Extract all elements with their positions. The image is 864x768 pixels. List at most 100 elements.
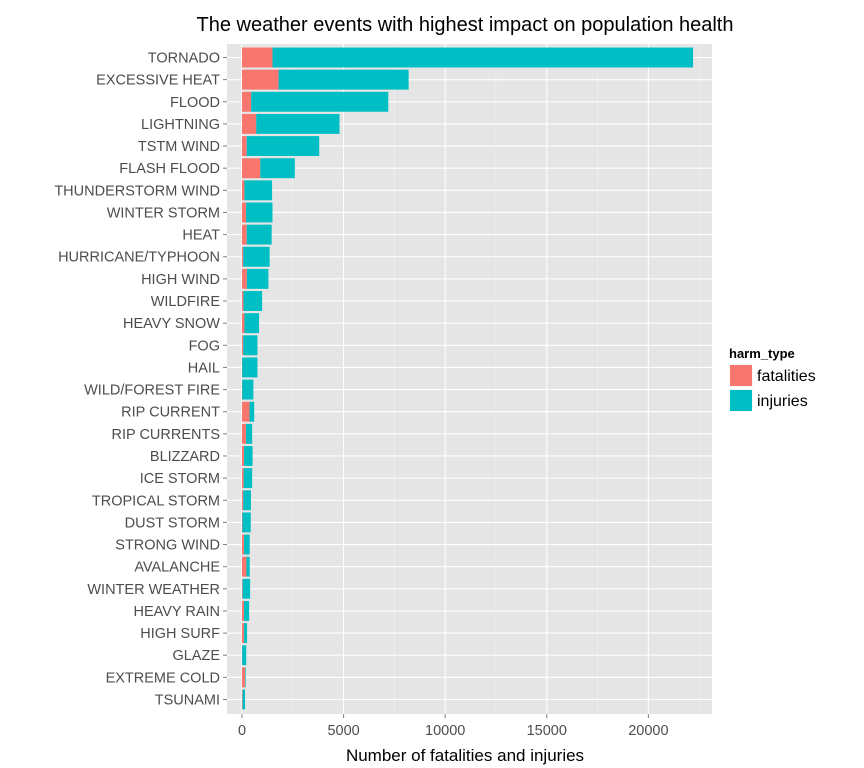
legend-label-fatalities: fatalities <box>757 368 816 385</box>
x-tick-label: 10000 <box>425 723 465 739</box>
y-tick-label: DUST STORM <box>125 515 220 531</box>
x-axis: 0 5000 10000 15000 20000 <box>238 714 669 739</box>
y-tick-label: HIGH WIND <box>141 272 220 288</box>
y-tick-label: RIP CURRENT <box>121 405 220 421</box>
y-tick-label: HEAVY RAIN <box>134 604 221 620</box>
bar-fatalities <box>242 224 247 245</box>
bar-injuries <box>244 313 260 334</box>
bar-fatalities <box>242 468 244 489</box>
y-tick-label: THUNDERSTORM WIND <box>54 183 220 199</box>
y-tick-label: FLASH FLOOD <box>119 161 220 177</box>
bar-injuries <box>249 401 255 422</box>
y-tick-label: TSTM WIND <box>138 139 220 155</box>
bar-injuries <box>243 335 258 356</box>
bar-fatalities <box>242 47 273 68</box>
bar-injuries <box>245 667 246 688</box>
bar-injuries <box>244 600 250 621</box>
y-tick-label: LIGHTNING <box>141 117 220 133</box>
bars <box>242 47 694 710</box>
y-tick-label: EXTREME COLD <box>106 670 220 686</box>
y-tick-label: WILDFIRE <box>151 294 221 310</box>
bar-injuries <box>244 180 273 201</box>
bar-fatalities <box>242 69 279 90</box>
bar-fatalities <box>242 667 246 688</box>
y-tick-label: TORNADO <box>148 51 220 67</box>
y-tick-label: ICE STORM <box>140 471 220 487</box>
bar-fatalities <box>242 578 243 599</box>
x-tick-label: 20000 <box>628 723 668 739</box>
bar-injuries <box>244 534 250 555</box>
y-tick-label: WINTER WEATHER <box>87 582 220 598</box>
y-tick-label: AVALANCHE <box>134 560 220 576</box>
bar-injuries <box>278 69 409 90</box>
y-tick-label: FLOOD <box>170 95 220 111</box>
bar-injuries <box>251 91 389 112</box>
bar-injuries <box>246 202 273 223</box>
bar-fatalities <box>242 202 247 223</box>
bar-injuries <box>242 512 251 533</box>
bar-injuries <box>243 246 270 267</box>
legend-label-injuries: injuries <box>757 393 808 410</box>
bar-injuries <box>242 689 246 710</box>
y-tick-label: HIGH SURF <box>140 626 220 642</box>
bar-fatalities <box>242 335 244 356</box>
bar-fatalities <box>242 136 247 157</box>
y-tick-label: HURRICANE/TYPHOON <box>58 250 220 266</box>
bar-injuries <box>246 423 253 444</box>
x-tick-label: 5000 <box>327 723 359 739</box>
bar-fatalities <box>242 291 244 311</box>
y-tick-label: EXCESSIVE HEAT <box>96 73 220 89</box>
bar-fatalities <box>242 446 245 466</box>
y-axis: TORNADO EXCESSIVE HEAT FLOOD LIGHTNING TSTM … <box>54 51 227 709</box>
bar-injuries <box>244 446 253 466</box>
bar-injuries <box>246 556 250 577</box>
chart-title: The weather events with highest impact o… <box>196 14 733 36</box>
legend-swatch-fatalities <box>730 365 752 386</box>
bar-injuries <box>242 379 254 400</box>
bar-fatalities <box>242 158 261 179</box>
legend: harm_type fatalities injuries <box>728 346 816 413</box>
legend-title: harm_type <box>729 346 795 361</box>
bar-fatalities <box>242 268 247 289</box>
bar-injuries <box>246 136 320 157</box>
x-axis-title: Number of fatalities and injuries <box>346 746 584 765</box>
y-tick-label: RIP CURRENTS <box>112 427 221 443</box>
bar-injuries <box>243 468 253 489</box>
legend-swatch-injuries <box>730 390 752 411</box>
bar-injuries <box>243 490 251 511</box>
y-tick-label: WINTER STORM <box>107 205 220 221</box>
bar-fatalities <box>242 623 245 644</box>
y-tick-label: TSUNAMI <box>155 693 220 709</box>
y-tick-label: BLIZZARD <box>150 449 220 465</box>
y-tick-label: HEAT <box>182 228 220 244</box>
bar-fatalities <box>242 91 252 112</box>
bar-fatalities <box>242 313 245 334</box>
bar-injuries <box>244 623 248 644</box>
bar-fatalities <box>242 534 245 555</box>
bar-fatalities <box>242 512 243 533</box>
bar-injuries <box>246 268 269 289</box>
bar-injuries <box>242 645 247 666</box>
x-tick-label: 0 <box>238 723 246 739</box>
bar-fatalities <box>242 423 247 444</box>
bar-injuries <box>246 224 272 245</box>
x-tick-label: 15000 <box>527 723 567 739</box>
bar-fatalities <box>242 401 250 422</box>
bar-fatalities <box>242 689 243 710</box>
y-tick-label: HEAVY SNOW <box>123 316 220 332</box>
bar-injuries <box>243 291 263 311</box>
bar-injuries <box>260 158 295 179</box>
y-tick-label: GLAZE <box>172 648 220 664</box>
y-tick-label: WILD/FOREST FIRE <box>84 383 220 399</box>
bar-fatalities <box>242 113 257 134</box>
y-tick-label: HAIL <box>188 360 220 376</box>
bar-fatalities <box>242 490 244 511</box>
bar-injuries <box>242 578 251 599</box>
bar-injuries <box>256 113 340 134</box>
bar-fatalities <box>242 180 245 201</box>
bar-fatalities <box>242 246 244 267</box>
bar-fatalities <box>242 556 247 577</box>
y-tick-label: STRONG WIND <box>115 538 220 554</box>
bar-fatalities <box>242 600 245 621</box>
